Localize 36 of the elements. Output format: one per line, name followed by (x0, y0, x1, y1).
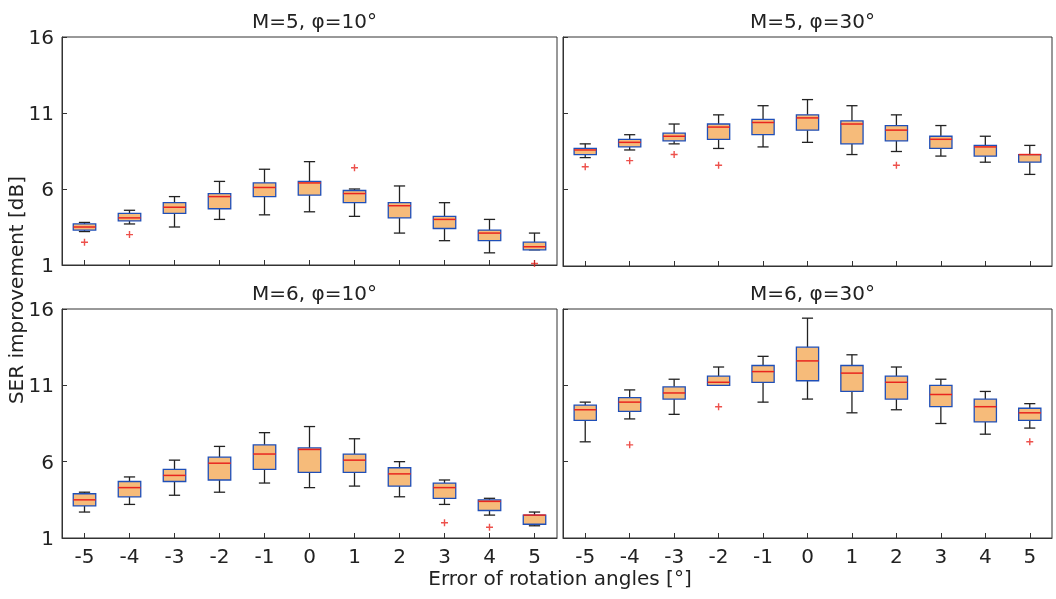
x-tick-label: 3 (934, 544, 948, 568)
chart-title: M=6, φ=30° (750, 281, 875, 305)
x-tick-label: -5 (575, 544, 596, 568)
x-tick-label: -5 (74, 544, 95, 568)
y-tick-label: 6 (41, 449, 54, 474)
chart-title: M=5, φ=30° (750, 9, 875, 33)
x-tick-label: 0 (303, 544, 316, 568)
x-tick-label: 3 (438, 544, 451, 568)
x-tick-label: 5 (528, 544, 541, 568)
x-tick-label: -4 (119, 544, 140, 568)
x-tick-label: 1 (845, 544, 859, 568)
x-tick-label: 1 (348, 544, 361, 568)
x-tick-label: -4 (619, 544, 640, 568)
y-tick-label: 16 (28, 297, 54, 321)
y-tick-label: 11 (28, 373, 54, 398)
x-tick-label: 4 (978, 544, 992, 568)
chart-title: M=6, φ=10° (252, 281, 377, 305)
x-tick-label: -2 (708, 544, 729, 568)
x-tick-label: -3 (164, 544, 185, 568)
x-tick-label: 2 (890, 544, 903, 568)
x-tick-label: -2 (209, 544, 230, 568)
x-tick-label: 2 (393, 544, 406, 568)
y-tick-label: 1 (41, 526, 54, 550)
y-tick-label: 16 (28, 25, 54, 49)
y-tick-label: 1 (41, 253, 54, 277)
y-tick-label: 6 (41, 177, 54, 201)
x-tick-label: 0 (801, 544, 814, 568)
chart-title: M=5, φ=10° (252, 9, 377, 33)
x-axis-title: Error of rotation angles [°] (428, 566, 692, 590)
x-tick-label: -1 (254, 544, 275, 568)
x-tick-label: -1 (753, 544, 774, 568)
y-tick-label: 11 (28, 101, 54, 125)
y-axis-title: SER improvement [dB] (4, 175, 28, 405)
x-tick-label: 4 (483, 544, 496, 568)
x-tick-label: -3 (664, 544, 685, 568)
x-tick-label: 5 (1023, 544, 1037, 568)
